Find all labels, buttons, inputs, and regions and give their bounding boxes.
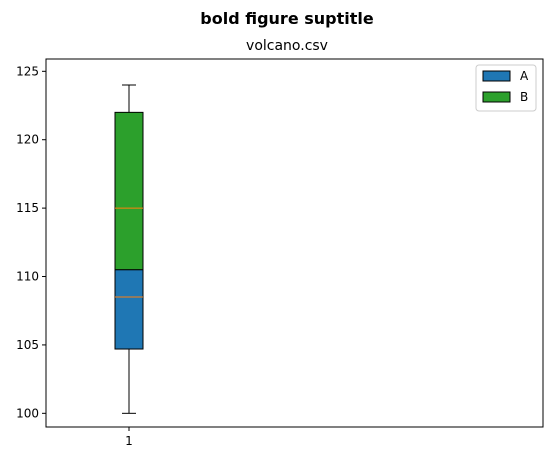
axes-title: volcano.csv [246,38,328,54]
axes-frame [45,58,544,428]
y-tick-label-105: 105 [16,338,39,352]
y-tick-label-100: 100 [16,406,39,420]
box-A [114,269,144,350]
y-tick-label-125: 125 [16,64,39,78]
y-tick-label-110: 110 [16,270,39,284]
legend-swatch-B [482,91,511,103]
y-tick-label-115: 115 [16,201,39,215]
box-B [114,111,144,271]
legend-label-A: A [520,69,529,83]
x-tick-label-1: 1 [125,434,133,448]
legend-swatch-A [482,70,511,82]
figure-suptitle: bold figure suptitle [200,9,374,28]
legend-label-B: B [520,90,528,104]
y-tick-label-120: 120 [16,133,39,147]
plot-area: 100 105 110 115 120 125 1 AB [16,58,544,448]
